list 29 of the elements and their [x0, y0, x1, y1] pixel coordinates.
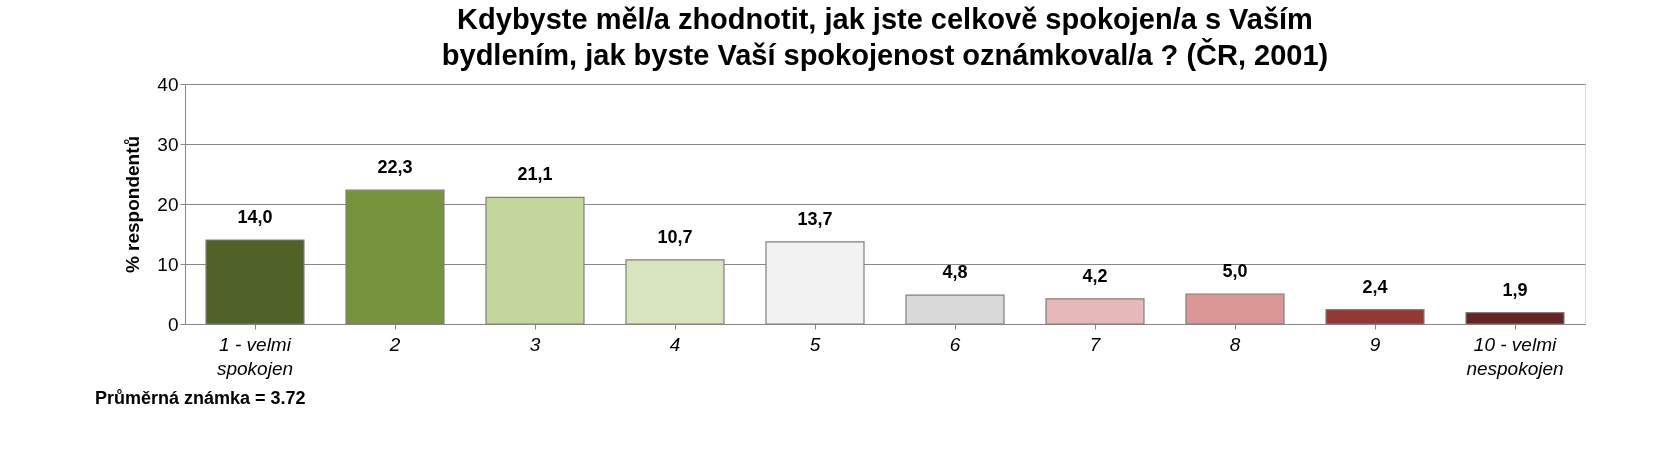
- data-label: 1,9: [1502, 279, 1528, 300]
- x-tick-label: 6: [949, 333, 961, 355]
- data-label: 21,1: [517, 164, 553, 185]
- y-axis-title: % respondentů: [122, 135, 144, 274]
- data-label: 13,7: [797, 208, 833, 229]
- y-tick-label: 30: [157, 133, 179, 155]
- x-tick-label: 8: [1229, 333, 1241, 355]
- x-tick-label: 10 - velmi nespokojen: [1466, 333, 1564, 379]
- x-tick-label: 7: [1089, 333, 1102, 355]
- x-tick-label: 3: [529, 333, 541, 355]
- y-tick-label: 20: [157, 193, 179, 215]
- y-tick-label: 10: [157, 253, 179, 275]
- data-label: 22,3: [377, 157, 413, 178]
- text: Kdybyste měl/a zhodnotit, jak jste celkově spokojen/a s Vaším: [457, 3, 1313, 35]
- x-tick-label: 2: [388, 333, 401, 355]
- data-label: 4,8: [942, 262, 968, 283]
- text: bydlením, jak byste Vaší spokojenost oznámkoval/a ? (ČR, 2001): [441, 39, 1329, 71]
- y-tick-label: 0: [167, 313, 179, 335]
- x-tick-label: 5: [809, 333, 821, 355]
- data-label: 5,0: [1222, 261, 1248, 281]
- data-label: 14,0: [237, 207, 273, 227]
- data-label: 2,4: [1362, 276, 1388, 297]
- data-label: 10,7: [657, 226, 693, 247]
- x-tick-label: 1 - velmi spokojen: [216, 333, 294, 379]
- data-label: 4,2: [1082, 265, 1108, 286]
- x-tick-label: 9: [1369, 333, 1381, 355]
- x-tick-label: 4: [669, 333, 681, 355]
- y-tick-label: 40: [157, 73, 179, 95]
- text: Průměrná známka = 3.72: [95, 388, 306, 408]
